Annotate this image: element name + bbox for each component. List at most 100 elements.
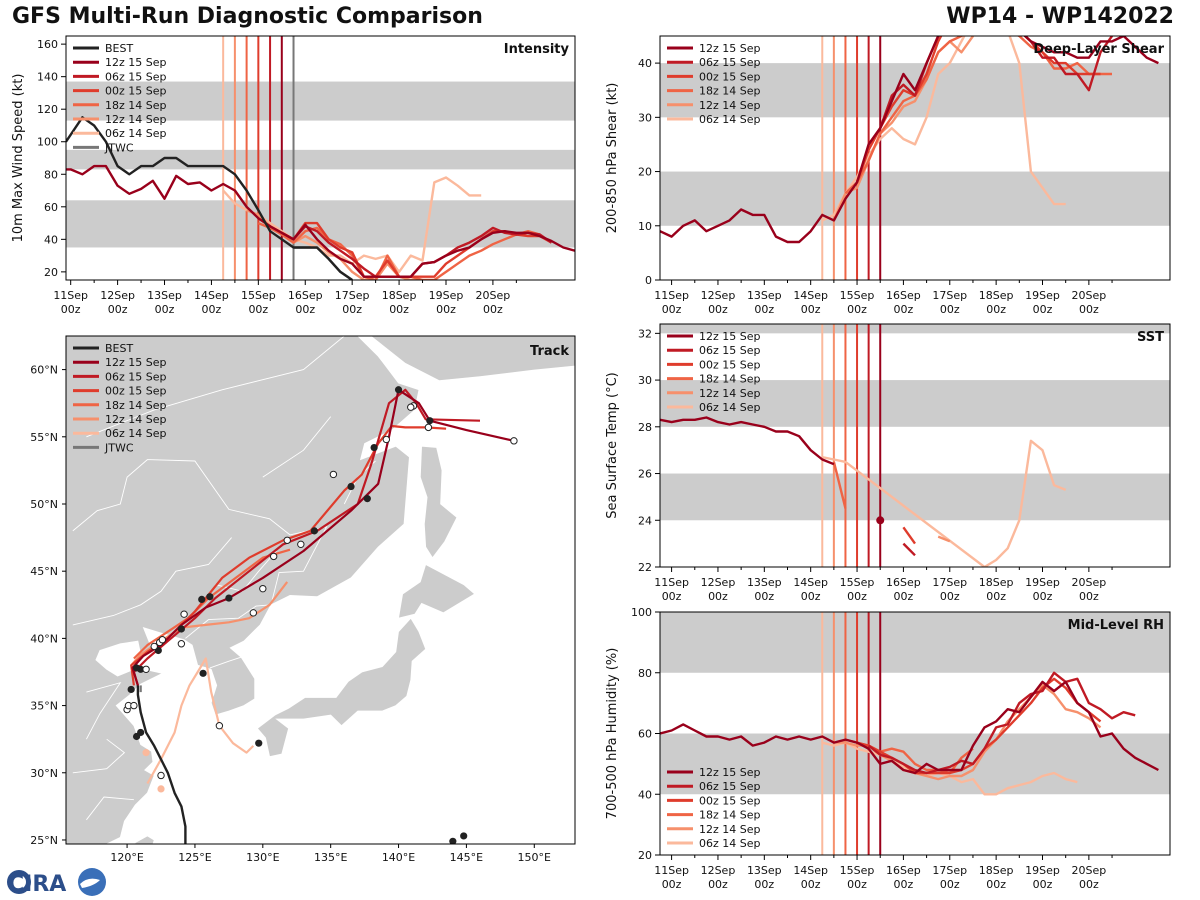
intensity-xtick-label: 13Sep xyxy=(147,289,182,302)
sst-series-18z-14-sep xyxy=(832,461,847,509)
admin-border-2 xyxy=(209,656,242,669)
track-point-open xyxy=(424,423,433,432)
legend-label: 06z 15 Sep xyxy=(699,56,761,69)
intensity-xtick-sublabel: 00z xyxy=(248,303,268,316)
track-panel-title: Track xyxy=(530,344,569,359)
sst-xtick-sublabel: 00z xyxy=(847,590,867,603)
taiwan-island xyxy=(134,835,155,844)
track-point-filled xyxy=(310,527,318,535)
shear-xtick-label: 17Sep xyxy=(932,289,967,302)
intensity-xtick-sublabel: 00z xyxy=(61,303,81,316)
legend-label: 12z 15 Sep xyxy=(105,356,167,369)
track-xtick-label: 140°E xyxy=(382,851,415,864)
rh-xtick-label: 11Sep xyxy=(654,864,689,877)
intensity-series-12z-15-sep xyxy=(66,164,575,278)
legend-label: JTWC xyxy=(104,441,134,454)
intensity-band xyxy=(66,149,575,170)
shear-xtick-label: 18Sep xyxy=(979,289,1014,302)
track-point-open xyxy=(283,536,291,544)
track-point-filled xyxy=(449,837,457,844)
legend-label: 12z 15 Sep xyxy=(699,766,761,779)
intensity-ytick-label: 60 xyxy=(44,201,58,214)
shear-xtick-sublabel: 00z xyxy=(801,303,821,316)
legend-label: 00z 15 Sep xyxy=(105,85,167,98)
track-ytick-label: 25°N xyxy=(30,834,58,847)
track-point-open xyxy=(249,609,258,617)
sst-plot-area xyxy=(660,324,1170,567)
rh-xtick-sublabel: 00z xyxy=(708,878,728,891)
intensity-xtick-sublabel: 00z xyxy=(202,303,222,316)
track-ytick-label: 50°N xyxy=(30,498,58,511)
sst-series-point xyxy=(876,516,885,525)
sst-xtick-label: 12Sep xyxy=(701,576,736,589)
intensity-xtick-sublabel: 00z xyxy=(295,303,315,316)
shear-xtick-label: 16Sep xyxy=(886,289,921,302)
rh-xtick-sublabel: 00z xyxy=(1033,878,1053,891)
intensity-plot-area xyxy=(66,36,575,280)
rh-xtick-sublabel: 00z xyxy=(1079,878,1099,891)
shear-xtick-sublabel: 00z xyxy=(986,303,1006,316)
sst-series-06z-15-sep xyxy=(902,542,916,557)
track-point-filled xyxy=(137,665,145,673)
track-point-filled xyxy=(198,595,206,604)
cira-logo: CIRA xyxy=(7,868,106,897)
intensity-ytick-label: 40 xyxy=(44,233,58,246)
shear-plot-area xyxy=(660,36,1170,280)
legend-label: 12z 15 Sep xyxy=(105,56,167,69)
legend-label: 00z 15 Sep xyxy=(699,70,761,83)
track-point-filled xyxy=(137,728,145,737)
storm-id-title: WP14 - WP142022 xyxy=(946,4,1174,29)
rh-ylabel: 700-500 hPa Humidity (%) xyxy=(605,648,620,820)
intensity-band xyxy=(66,200,575,248)
rh-xtick-sublabel: 00z xyxy=(894,878,914,891)
admin-border-4 xyxy=(86,681,122,740)
track-xtick-label: 150°E xyxy=(518,851,551,864)
track-point-open xyxy=(259,584,267,593)
rh-xtick-sublabel: 00z xyxy=(847,878,867,891)
shear-xtick-label: 12Sep xyxy=(701,289,736,302)
sst-xtick-sublabel: 00z xyxy=(986,590,1006,603)
intensity-ytick-label: 120 xyxy=(37,103,58,116)
track-point-filled xyxy=(394,386,403,394)
shear-series-00z-15-sep xyxy=(855,36,1101,183)
rh-xtick-label: 14Sep xyxy=(793,864,828,877)
rh-ytick-label: 60 xyxy=(638,728,652,741)
admin-border-9 xyxy=(86,336,345,438)
sst-ytick-label: 30 xyxy=(638,374,652,387)
track-point-filled xyxy=(199,669,207,677)
track-point-open xyxy=(329,470,338,479)
shear-xtick-sublabel: 00z xyxy=(662,303,682,316)
track-plot-area xyxy=(66,336,575,844)
track-frame xyxy=(65,335,576,845)
track-point-run xyxy=(157,785,165,793)
sst-xtick-sublabel: 00z xyxy=(754,590,774,603)
intensity-xtick-sublabel: 00z xyxy=(389,303,409,316)
rh-series-12z-15-sep xyxy=(660,680,1159,775)
legend-label: 06z 14 Sep xyxy=(105,427,167,440)
track-point-filled xyxy=(255,739,263,747)
sst-xtick-label: 13Sep xyxy=(747,576,782,589)
admin-border-6 xyxy=(86,796,134,821)
legend-label: 12z 15 Sep xyxy=(699,330,761,343)
shear-xtick-sublabel: 00z xyxy=(708,303,728,316)
track-ytick-label: 60°N xyxy=(30,364,58,377)
legend-label: 06z 15 Sep xyxy=(105,370,167,383)
legend-label: 12z 14 Sep xyxy=(699,387,761,400)
legend-label: 06z 14 Sep xyxy=(699,837,761,850)
admin-border-10 xyxy=(262,416,332,478)
rh-xtick-label: 19Sep xyxy=(1025,864,1060,877)
sst-xtick-sublabel: 00z xyxy=(940,590,960,603)
shear-frame xyxy=(659,35,1171,281)
sst-frame xyxy=(659,323,1171,568)
shear-xtick-sublabel: 00z xyxy=(894,303,914,316)
track-ytick-label: 55°N xyxy=(30,431,58,444)
legend-label: 12z 14 Sep xyxy=(699,99,761,112)
shear-ytick-label: 10 xyxy=(638,220,652,233)
track-point-open xyxy=(382,435,391,444)
legend-label: 18z 14 Sep xyxy=(699,809,761,822)
intensity-ytick-label: 140 xyxy=(37,71,58,84)
legend-label: 18z 14 Sep xyxy=(699,85,761,98)
legend-label: 12z 14 Sep xyxy=(105,413,167,426)
sst-xtick-label: 14Sep xyxy=(793,576,828,589)
